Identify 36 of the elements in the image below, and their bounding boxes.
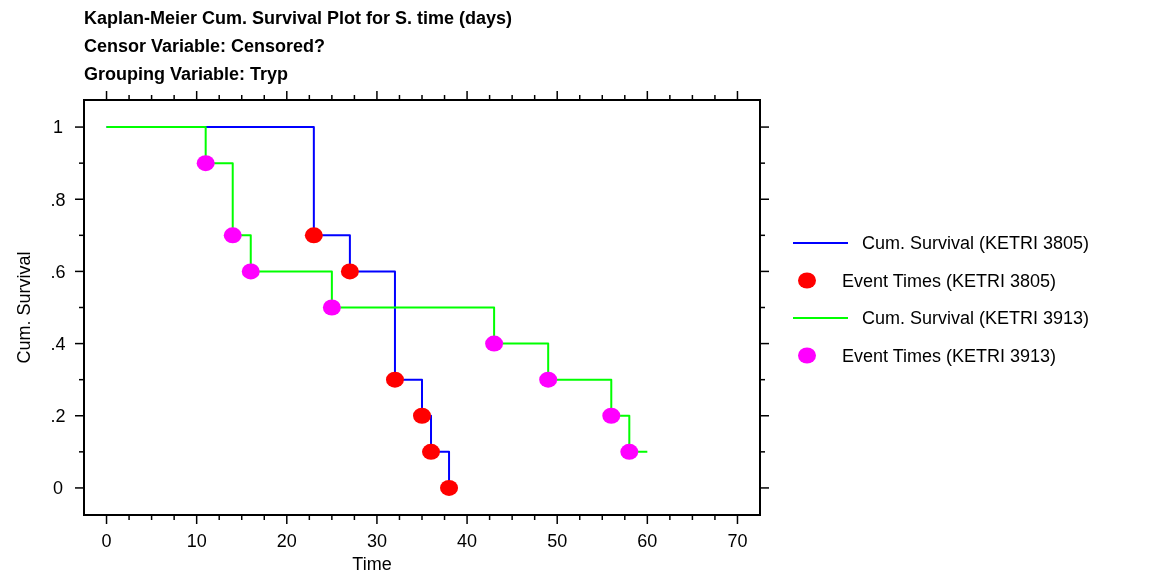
x-tick-label: 0 <box>101 531 112 551</box>
point <box>223 227 242 244</box>
chart-title: Kaplan-Meier Cum. Survival Plot for S. time (days) <box>84 8 513 28</box>
point <box>340 263 359 280</box>
y-tick-label: 0 <box>52 478 64 499</box>
x-tick-label: 30 <box>366 531 387 551</box>
point <box>304 227 323 244</box>
x-tick-label: 20 <box>276 531 297 551</box>
x-tick-label: 50 <box>547 531 568 551</box>
point <box>385 371 404 388</box>
point <box>485 335 504 352</box>
chart-subtitle: Censor Variable: Censored? Grouping Variable: Tryp <box>84 36 326 84</box>
legend-label: Cum. Survival (KETRI 3913) <box>862 308 1090 329</box>
point <box>196 155 215 172</box>
point <box>440 479 459 496</box>
point <box>602 407 621 424</box>
legend-label: Event Times (KETRI 3913) <box>842 345 1057 366</box>
point <box>322 299 341 316</box>
point <box>539 371 558 388</box>
point <box>413 407 431 424</box>
point <box>422 443 441 460</box>
point <box>241 263 260 280</box>
legend-label: Cum. Survival (KETRI 3805) <box>862 233 1090 254</box>
x-tick-label: 70 <box>727 531 748 551</box>
y-tick-label: .2 <box>50 406 66 427</box>
y-tick-label: 1 <box>52 117 64 138</box>
x-tick-label: 10 <box>186 531 207 551</box>
x-tick-label: 60 <box>637 531 658 551</box>
y-tick-label: .8 <box>50 189 66 210</box>
x-tick-label: 40 <box>457 531 478 551</box>
y-tick-label: .6 <box>50 261 66 282</box>
x-axis-title: Time <box>352 554 392 574</box>
y-tick-label: .4 <box>50 333 66 354</box>
legend-label: Event Times (KETRI 3805) <box>842 270 1057 291</box>
y-axis-title: Cum. Survival <box>14 251 34 364</box>
point <box>620 443 639 460</box>
